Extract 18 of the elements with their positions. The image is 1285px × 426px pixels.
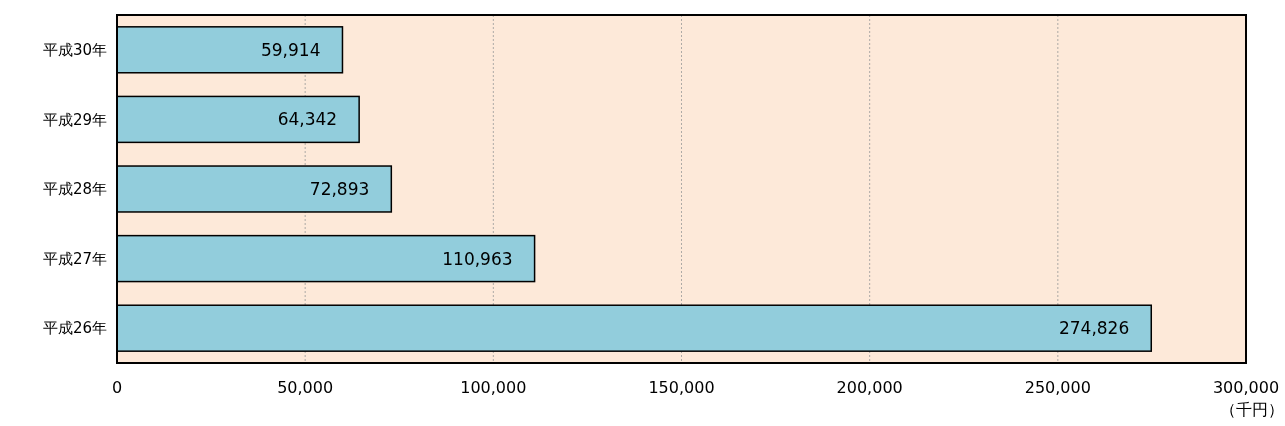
y-tick-label: 平成29年 [42, 110, 107, 129]
y-tick-label: 平成27年 [42, 249, 107, 268]
x-axis-title: （千円） [1220, 400, 1284, 419]
x-tick-label: 250,000 [1024, 378, 1091, 397]
y-tick-label: 平成28年 [42, 180, 107, 199]
x-tick-label: 300,000 [1212, 378, 1280, 397]
data-label: 59,914 [260, 39, 321, 60]
data-label: 274,826 [1058, 318, 1130, 339]
data-label: 72,893 [309, 178, 370, 199]
x-tick-label: 200,000 [836, 378, 903, 397]
x-tick-label: 50,000 [277, 378, 334, 397]
x-tick-label: 150,000 [648, 378, 715, 397]
data-label: 64,342 [277, 109, 338, 130]
x-tick-label: 100,000 [460, 378, 527, 397]
data-label: 110,963 [442, 248, 513, 269]
y-tick-label: 平成30年 [42, 41, 107, 60]
x-tick-label: 0 [111, 378, 123, 397]
y-tick-label: 平成26年 [42, 319, 107, 338]
